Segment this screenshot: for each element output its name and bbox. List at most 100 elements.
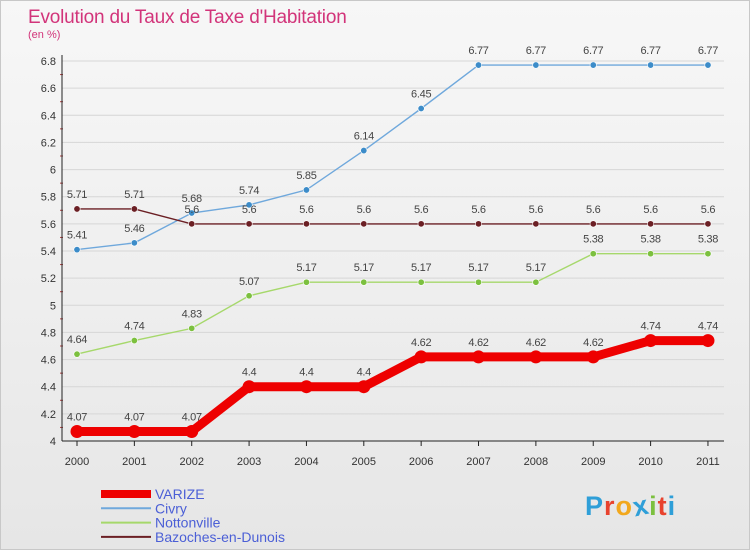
legend-label: Bazoches-en-Dunois — [155, 529, 285, 545]
data-point — [130, 239, 138, 247]
data-label: 4.4 — [357, 367, 372, 379]
data-label: 5.17 — [526, 262, 546, 274]
data-point — [242, 380, 256, 394]
legend-item: Bazoches-en-Dunois — [101, 529, 285, 545]
data-label: 5.17 — [296, 262, 316, 274]
data-point — [188, 209, 196, 217]
data-label: 6.77 — [698, 45, 718, 57]
y-tick-label: 4.6 — [41, 355, 56, 367]
data-label: 5.41 — [67, 230, 87, 242]
data-label: 5.6 — [185, 204, 200, 216]
y-tick-label: 6.8 — [41, 56, 56, 68]
data-label: 4.74 — [640, 321, 660, 333]
legend-label: Civry — [155, 500, 187, 516]
x-tick-label: 2001 — [122, 456, 146, 468]
data-point — [704, 61, 712, 69]
data-point — [70, 425, 84, 438]
data-point — [127, 425, 141, 438]
series-line — [72, 336, 713, 436]
series-civry: 5.41 5.46 5.68 5.74 5.85 6.14 6.45 6.77 6.77 6.77… — [67, 45, 719, 254]
data-label: 4.62 — [411, 337, 431, 349]
data-point — [299, 380, 313, 394]
data-label: 5.6 — [242, 204, 257, 216]
data-point — [73, 350, 81, 358]
data-label: 6.77 — [526, 45, 546, 57]
data-label: 5.17 — [468, 262, 488, 274]
data-label: 5.46 — [124, 223, 144, 235]
data-point — [472, 350, 486, 364]
legend-label: VARIZE — [155, 486, 205, 502]
legend-item: VARIZE — [101, 486, 205, 502]
series-line — [76, 252, 708, 355]
data-point — [647, 61, 655, 69]
y-tick-label: 5 — [50, 300, 56, 312]
data-point — [532, 220, 540, 228]
data-point — [647, 250, 655, 258]
data-label: 5.6 — [357, 204, 372, 216]
data-point — [532, 61, 540, 69]
data-label: 5.17 — [354, 262, 374, 274]
series-line — [76, 64, 708, 251]
data-label: 5.68 — [182, 193, 202, 205]
y-tick-label: 5.2 — [41, 273, 56, 285]
data-label: 6.45 — [411, 89, 431, 101]
data-point — [245, 201, 253, 209]
data-label: 6.14 — [354, 131, 374, 143]
data-point — [302, 278, 310, 286]
x-tick-label: 2008 — [524, 456, 548, 468]
y-tick-label: 5.4 — [41, 246, 56, 258]
data-label: 4.4 — [299, 367, 314, 379]
series-nottonville: 4.64 4.74 4.83 5.07 5.17 5.17 5.17 5.17 5.17 5.38… — [67, 234, 719, 358]
y-tick-label: 4.8 — [41, 327, 56, 339]
data-label: 5.38 — [698, 234, 718, 246]
x-tick-label: 2005 — [352, 456, 376, 468]
x-tick-label: 2006 — [409, 456, 433, 468]
legend-item: Civry — [101, 500, 187, 516]
x-tick-label: 2000 — [65, 456, 89, 468]
data-point — [414, 350, 428, 364]
data-point — [589, 250, 597, 258]
data-label: 4.74 — [124, 321, 144, 333]
data-label: 5.38 — [640, 234, 660, 246]
y-tick-label: 4 — [50, 436, 56, 448]
data-label: 5.6 — [643, 204, 658, 216]
x-tick-label: 2010 — [638, 456, 662, 468]
data-point — [245, 220, 253, 228]
data-point — [417, 220, 425, 228]
data-point — [130, 205, 138, 213]
y-tick-label: 4.4 — [41, 382, 56, 394]
data-label: 5.85 — [296, 170, 316, 182]
data-point — [188, 324, 196, 332]
series-line — [77, 208, 708, 225]
data-point — [245, 292, 253, 300]
data-point — [475, 220, 483, 228]
x-tick-label: 2004 — [294, 456, 318, 468]
data-point — [589, 220, 597, 228]
y-tick-label: 5.6 — [41, 219, 56, 231]
data-label: 6.77 — [583, 45, 603, 57]
data-point — [360, 278, 368, 286]
data-point — [302, 186, 310, 194]
data-label: 6.77 — [468, 45, 488, 57]
data-point — [647, 220, 655, 228]
legend-label: Nottonville — [155, 515, 221, 531]
y-axis-unit-label: (en %) — [28, 29, 61, 41]
data-point — [586, 350, 600, 364]
data-label: 4.07 — [182, 412, 202, 424]
x-tick-label: 2002 — [179, 456, 203, 468]
x-tick-label: 2011 — [696, 456, 720, 468]
data-point — [357, 380, 371, 394]
data-label: 4.4 — [242, 367, 257, 379]
y-tick-label: 6.6 — [41, 83, 56, 95]
data-point — [188, 220, 196, 228]
data-point — [701, 334, 715, 348]
proxiti-logo: Proxiti — [585, 489, 677, 523]
data-label: 5.71 — [124, 189, 144, 201]
data-point — [73, 205, 81, 213]
data-point — [589, 61, 597, 69]
y-tick-label: 5.8 — [41, 192, 56, 204]
series-varize: 4.07 4.07 4.07 4.4 4.4 4.4 4.62 4.62 4.62 4.62 4.7… — [67, 321, 719, 438]
y-tick-label: 4.2 — [41, 409, 56, 421]
